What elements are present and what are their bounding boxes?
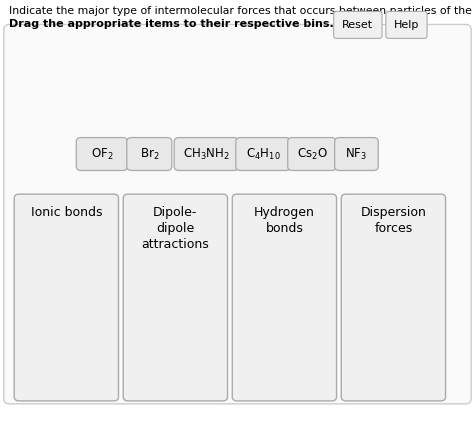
FancyBboxPatch shape bbox=[174, 138, 238, 170]
FancyBboxPatch shape bbox=[236, 138, 290, 170]
Text: NF$_3$: NF$_3$ bbox=[346, 146, 367, 162]
FancyBboxPatch shape bbox=[76, 138, 128, 170]
Text: Reset: Reset bbox=[342, 20, 374, 30]
Text: Dispersion
forces: Dispersion forces bbox=[361, 206, 426, 235]
FancyBboxPatch shape bbox=[123, 194, 228, 401]
Text: Help: Help bbox=[394, 20, 419, 30]
Text: Indicate the major type of intermolecular forces that occurs between particles o: Indicate the major type of intermolecula… bbox=[9, 6, 474, 16]
FancyBboxPatch shape bbox=[127, 138, 172, 170]
FancyBboxPatch shape bbox=[335, 138, 378, 170]
Text: OF$_2$: OF$_2$ bbox=[91, 146, 113, 162]
Text: Cs$_2$O: Cs$_2$O bbox=[297, 146, 327, 162]
FancyBboxPatch shape bbox=[386, 11, 427, 38]
FancyBboxPatch shape bbox=[14, 194, 118, 401]
FancyBboxPatch shape bbox=[341, 194, 446, 401]
Text: CH$_3$NH$_2$: CH$_3$NH$_2$ bbox=[183, 146, 229, 162]
Text: Br$_2$: Br$_2$ bbox=[139, 146, 159, 162]
Text: Drag the appropriate items to their respective bins.: Drag the appropriate items to their resp… bbox=[9, 19, 334, 29]
Text: Ionic bonds: Ionic bonds bbox=[31, 206, 102, 219]
Text: C$_4$H$_{10}$: C$_4$H$_{10}$ bbox=[246, 146, 281, 162]
Text: Dipole-
dipole
attractions: Dipole- dipole attractions bbox=[142, 206, 209, 251]
FancyBboxPatch shape bbox=[334, 11, 382, 38]
FancyBboxPatch shape bbox=[288, 138, 336, 170]
Text: Hydrogen
bonds: Hydrogen bonds bbox=[254, 206, 315, 235]
FancyBboxPatch shape bbox=[232, 194, 337, 401]
FancyBboxPatch shape bbox=[4, 24, 471, 404]
